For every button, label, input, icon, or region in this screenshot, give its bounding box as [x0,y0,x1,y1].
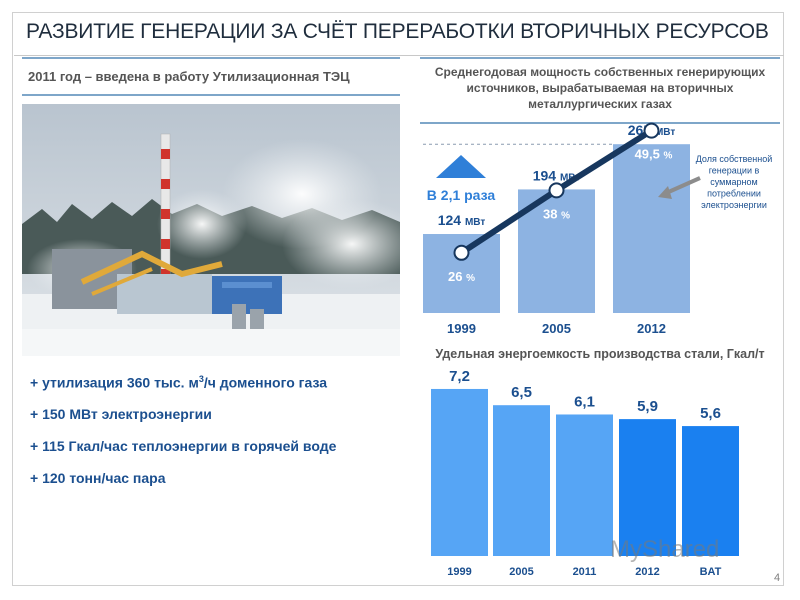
intensity-bar-1999 [431,388,488,556]
intensity-category-label-2011: 2011 [573,566,597,578]
share-point-2012 [643,122,660,139]
benefit-item-steam: + 120 тонн/час пара [30,470,166,486]
annotation-arrow-line [663,176,701,196]
benefit-item-gas: + утилизация 360 тыс. м3/ч доменного газ… [30,374,328,391]
subtitle-rule-top [22,57,400,59]
slide-title: РАЗВИТИЕ ГЕНЕРАЦИИ ЗА СЧЁТ ПЕРЕРАБОТКИ В… [26,20,769,43]
chart1-rule-bottom [420,122,780,124]
annotation-arrow-icon [658,186,672,199]
capacity-value-label-2005: 194 МВт [533,167,581,183]
capacity-year-label-2005: 2005 [542,321,571,336]
page-number: 4 [774,572,781,584]
watermark: MyShared [610,536,720,563]
chart1-title: Среднегодовая мощность собственных генер… [434,65,766,111]
share-value-label-2012: 49,5 % [635,147,673,162]
intensity-value-label-BAT: 5,6 [700,405,721,422]
slide-frame [12,12,784,586]
growth-label: В 2,1 раза [427,187,496,203]
intensity-value-label-2005: 6,5 [511,384,532,401]
capacity-bar-2012 [613,144,690,313]
chart1-rule-top [420,57,780,59]
share-value-label-2005: 38 % [543,206,570,221]
intensity-value-label-2011: 6,1 [574,393,595,410]
intensity-value-label-1999: 7,2 [449,368,470,385]
share-point-2005 [548,182,565,199]
subtitle-rule-bottom [22,94,400,96]
share-annotation: Доля собственной генерации в суммарном потр… [696,154,773,210]
intensity-bar-BAT [682,426,739,556]
subtitle: 2011 год – введена в работу Утилизационн… [28,69,350,84]
share-value-label-1999: 26 % [448,269,475,284]
intensity-value-label-2012: 5,9 [637,398,658,415]
capacity-value-label-1999: 124 МВт [438,212,486,228]
intensity-bar-2012 [619,419,676,556]
benefits-list: + утилизация 360 тыс. м3/ч доменного газ… [30,374,410,502]
benefit-item-electricity: + 150 МВт электроэнергии [30,406,212,422]
intensity-bar-2011 [556,414,613,556]
share-point-1999 [453,244,470,261]
intensity-category-label-2012: 2012 [635,566,659,578]
capacity-year-label-1999: 1999 [447,321,476,336]
intensity-bar-2005 [493,405,550,556]
growth-arrow-icon [436,155,486,178]
title-divider [14,55,784,56]
capacity-year-label-2012: 2012 [637,321,666,336]
power-plant-photo [22,104,400,356]
chart2-title: Удельная энергоемкость производства стал… [435,347,765,361]
intensity-category-label-1999: 1999 [447,566,471,578]
power-plant-illustration [22,104,400,356]
intensity-category-label-BAT: BAT [700,566,722,578]
benefit-item-heat: + 115 Гкал/час теплоэнергии в горячей во… [30,438,337,454]
intensity-category-label-2005: 2005 [509,566,533,578]
